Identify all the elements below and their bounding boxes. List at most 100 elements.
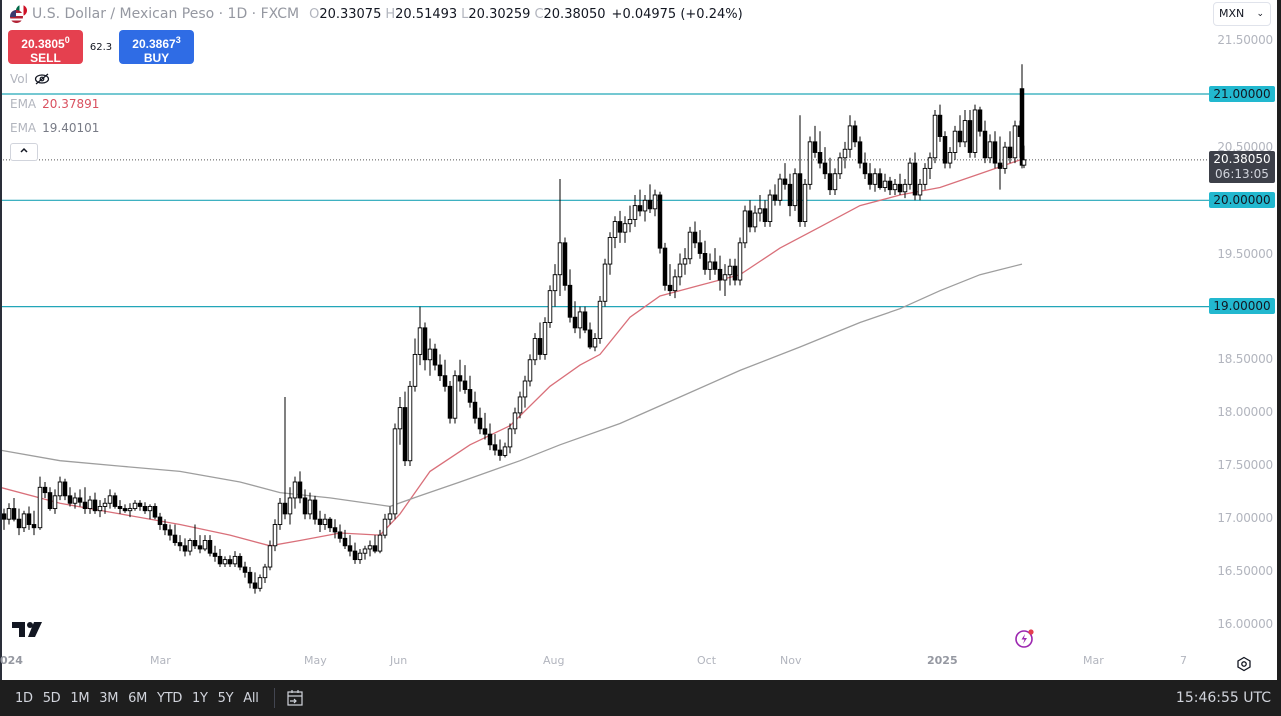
range-all-button[interactable]: All: [243, 690, 259, 706]
range-1y-button[interactable]: 1Y: [192, 690, 208, 706]
candle-up: [517, 396, 523, 414]
candle-up: [612, 221, 618, 238]
candle-up: [512, 412, 518, 430]
candle-up: [987, 141, 993, 159]
candle-down: [432, 348, 438, 366]
range-ytd-button[interactable]: YTD: [157, 690, 183, 706]
candle-down: [942, 136, 948, 164]
symbol-legend: U.S. Dollar / Mexican Peso · 1D · FXCM O…: [10, 5, 743, 23]
volume-indicator-row[interactable]: Vol: [10, 72, 50, 86]
candle-up: [727, 265, 733, 276]
chevron-up-icon: [20, 147, 28, 153]
candle-up: [147, 505, 153, 512]
currency-select[interactable]: MXN ⌄: [1213, 2, 1271, 26]
candle-up: [57, 481, 63, 497]
utc-clock[interactable]: 15:46:55 UTC: [1175, 690, 1271, 706]
candle-up: [722, 274, 728, 281]
level-tag-20[interactable]: 20.00000: [1209, 192, 1275, 208]
ema-slow-row[interactable]: EMA 19.40101: [10, 121, 99, 135]
candle-down: [537, 338, 543, 355]
candle-up: [382, 518, 388, 536]
range-6m-button[interactable]: 6M: [128, 690, 148, 706]
candle-down: [122, 508, 128, 512]
candle-down: [982, 130, 988, 159]
candle-up: [642, 199, 648, 212]
chart-settings-icon[interactable]: [1236, 656, 1252, 672]
candlestick-chart[interactable]: [0, 0, 1210, 650]
time-tick-label: 7: [1180, 654, 1187, 667]
low-value: 20.30259: [468, 6, 531, 22]
candle-up: [527, 359, 533, 382]
candle-down: [857, 141, 863, 164]
close-label: C: [534, 6, 544, 22]
candle-up: [417, 327, 423, 355]
candle-up: [127, 508, 133, 512]
bar-countdown: 06:13:05: [1215, 167, 1269, 181]
candle-up: [232, 555, 238, 565]
level-tag-19[interactable]: 19.00000: [1209, 298, 1275, 314]
ema-fast-line: [0, 159, 1021, 547]
low-label: L: [461, 6, 469, 22]
candle-down: [562, 242, 568, 286]
candle-up: [357, 552, 363, 561]
candle-up: [652, 194, 658, 210]
candle-down: [442, 375, 448, 387]
range-5d-button[interactable]: 5D: [42, 690, 61, 706]
range-5y-button[interactable]: 5Y: [217, 690, 234, 706]
candle-down: [237, 555, 243, 568]
level-tag-21[interactable]: 21.00000: [1209, 86, 1275, 102]
buy-price-pip: 3: [175, 35, 181, 45]
candle-up: [847, 125, 853, 150]
candle-up: [972, 109, 978, 153]
candle-down: [717, 268, 723, 281]
candle-up: [627, 218, 633, 225]
candle-down: [897, 183, 903, 193]
candle-down: [242, 566, 248, 573]
sell-button[interactable]: 20.38050 SELL: [8, 30, 83, 65]
price-tick: 16.00000: [1217, 617, 1273, 631]
symbol-title[interactable]: U.S. Dollar / Mexican Peso · 1D · FXCM: [32, 6, 300, 22]
candle-up: [87, 499, 93, 510]
buy-button[interactable]: 20.38673 BUY: [119, 30, 194, 65]
ema-fast-row[interactable]: EMA 20.37891: [10, 97, 99, 111]
candle-up: [902, 183, 908, 193]
candle-up: [6, 508, 12, 520]
candle-up: [947, 152, 953, 164]
candle-up: [962, 120, 968, 143]
candle-up: [792, 173, 798, 207]
tradingview-logo-icon[interactable]: [12, 620, 44, 638]
candle-down: [11, 508, 17, 520]
candle-down: [31, 524, 37, 529]
range-1m-button[interactable]: 1M: [70, 690, 90, 706]
candle-down: [662, 247, 668, 286]
candle-up: [407, 385, 413, 462]
candle-up: [917, 183, 923, 196]
candle-up: [687, 231, 693, 260]
candle-up: [322, 518, 328, 525]
candle-down: [152, 505, 158, 518]
go-to-date-calendar-icon[interactable]: [285, 688, 305, 708]
candle-up: [202, 540, 208, 550]
eye-off-icon[interactable]: [34, 73, 50, 85]
candle-down: [342, 537, 348, 547]
range-1d-button[interactable]: 1D: [15, 690, 33, 706]
candle-up: [752, 212, 758, 228]
currency-value: MXN: [1219, 7, 1245, 20]
candle-down: [992, 141, 998, 164]
candle-down: [297, 481, 303, 499]
candle-up: [607, 237, 613, 265]
candle-down: [797, 173, 803, 223]
collapse-legend-button[interactable]: [10, 143, 38, 161]
time-axis[interactable]: 024 Mar May Jun Aug Oct Nov 2025 Mar 7: [0, 654, 1210, 672]
range-3m-button[interactable]: 3M: [99, 690, 119, 706]
candle-down: [867, 173, 873, 185]
candle-down: [1019, 88, 1025, 166]
chart-pane[interactable]: [0, 0, 1210, 648]
time-tick-label: 2025: [927, 654, 958, 667]
candle-down: [42, 486, 48, 494]
window-right-edge: [1277, 0, 1281, 716]
lightning-events-icon[interactable]: [1014, 627, 1036, 649]
candle-up: [272, 524, 278, 547]
time-tick-label: Oct: [697, 654, 717, 667]
candle-up: [632, 205, 638, 220]
